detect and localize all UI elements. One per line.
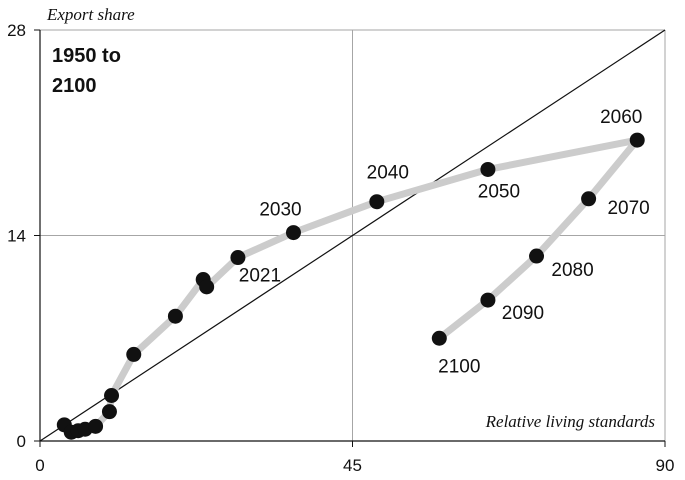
year-label-2050: 2050 xyxy=(478,181,520,202)
x-tick-label: 90 xyxy=(656,456,675,475)
data-point xyxy=(480,292,496,308)
reference-line-layer xyxy=(39,29,666,442)
data-point xyxy=(369,194,385,210)
data-point xyxy=(167,308,183,324)
data-point xyxy=(230,250,246,266)
data-point xyxy=(629,132,645,148)
y-tick-label: 0 xyxy=(17,432,26,451)
year-label-2060: 2060 xyxy=(600,107,642,128)
axes: 0 45 90 0 14 28 xyxy=(7,21,674,475)
year-label-2021: 2021 xyxy=(239,266,281,287)
year-label-2100: 2100 xyxy=(438,356,480,377)
x-tick-label: 45 xyxy=(343,456,362,475)
year-label-2040: 2040 xyxy=(367,163,409,184)
year-label-2070: 2070 xyxy=(607,198,649,219)
trajectory-layer xyxy=(60,136,641,436)
year-label-2090: 2090 xyxy=(502,303,544,324)
y-tick-label: 28 xyxy=(7,21,26,40)
reference-diagonal-line xyxy=(39,29,666,442)
y-axis-title: Export share xyxy=(46,5,135,24)
data-point xyxy=(431,330,447,346)
data-point xyxy=(88,418,104,434)
data-point xyxy=(285,225,301,241)
data-point xyxy=(104,387,120,403)
data-point xyxy=(480,161,496,177)
x-tick-label: 0 xyxy=(35,456,44,475)
chart-title-line-1: 1950 to xyxy=(52,45,121,67)
data-point xyxy=(126,346,142,362)
data-point xyxy=(529,248,545,264)
data-point xyxy=(581,191,597,207)
labels-layer: 2021 2030 2040 2050 2060 2070 2080 2090 2100 xyxy=(239,107,650,377)
x-axis-title: Relative living standards xyxy=(485,412,656,431)
trajectory-path xyxy=(60,136,641,436)
year-label-2030: 2030 xyxy=(259,200,301,221)
points-layer xyxy=(56,132,645,440)
data-point xyxy=(199,279,215,295)
chart-title-line-2: 2100 xyxy=(52,75,97,97)
year-label-2080: 2080 xyxy=(551,260,593,281)
y-tick-label: 14 xyxy=(7,227,26,246)
data-point xyxy=(101,404,117,420)
